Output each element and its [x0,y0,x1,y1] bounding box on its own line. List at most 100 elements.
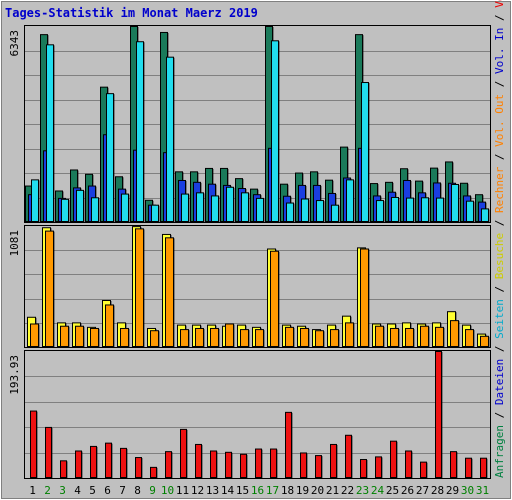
bars [25,26,490,479]
bar-rechner-day-27 [420,325,429,348]
day-label-26: 26 [401,484,414,497]
bar-rechner-day-10 [165,237,174,347]
bar-seiten-day-5 [91,197,99,222]
bar-seiten-day-21 [331,204,339,223]
day-label-3: 3 [59,484,66,497]
bar-seiten-day-9 [151,204,159,223]
day-label-21: 21 [326,484,339,497]
bar-volumen-day-16 [255,448,262,479]
panel-frame-requests [24,25,491,223]
bar-volumen-day-8 [135,457,142,478]
legend-segment: / [493,213,506,233]
bar-volumen-day-10 [165,451,172,479]
bar-seiten-day-7 [121,193,129,222]
legend-segment: Anfragen [493,425,506,478]
day-label-7: 7 [119,484,126,497]
legend-segment: Besuche [493,233,506,279]
bar-volumen-day-26 [405,450,412,479]
day-label-23: 23 [356,484,369,497]
bar-seiten-day-16 [256,197,264,223]
bar-rechner-day-7 [120,327,129,347]
bar-seiten-day-17 [271,40,279,222]
bar-rechner-day-26 [405,327,414,347]
bar-seiten-day-8 [136,41,144,223]
bar-rechner-day-25 [390,327,399,347]
bar-rechner-day-1 [30,323,39,347]
day-labels: 1 2 3 4 5 6 7 8 9 10 11 12 13 14 15 16 17 18 19 20 21 22 23 24 2… [29,484,489,497]
chart-title: Tages-Statistik im Monat Maerz 2019 [5,6,258,20]
bar-rechner-day-19 [300,327,309,347]
bar-seiten-day-26 [406,197,414,222]
bar-volumen-day-1 [30,410,37,478]
bar-seiten-day-18 [286,202,294,222]
legend-right: Anfragen / Dateien / Seiten / Besuche / … [493,0,506,478]
day-label-22: 22 [341,484,354,497]
bar-rechner-day-13 [210,327,219,347]
day-label-1: 1 [29,484,36,497]
bar-volumen-day-22 [345,434,352,479]
ymax-label-requests: 6343 [8,30,21,57]
bar-volumen-day-19 [300,452,307,479]
bar-seiten-day-1 [31,179,39,222]
bar-volumen-day-13 [210,450,217,479]
day-label-30: 30 [461,484,474,497]
legend-segment: / [493,74,506,94]
bar-seiten-day-27 [421,197,429,222]
day-label-13: 13 [206,484,219,497]
bar-seiten-day-24 [376,200,384,222]
bar-volumen-day-31 [480,457,487,478]
day-label-19: 19 [296,484,309,497]
bar-volumen-day-17 [270,448,277,479]
panel-frame-volume [24,350,491,479]
bar-volumen-day-24 [375,456,382,478]
day-label-11: 11 [176,484,189,497]
legend-segment: Dateien [493,359,506,405]
bar-rechner-day-4 [75,325,84,348]
bar-rechner-day-24 [375,325,384,348]
bar-rechner-day-3 [60,325,69,348]
bar-volumen-day-28 [435,351,442,478]
bar-volumen-day-21 [330,443,337,478]
bar-seiten-day-30 [466,200,474,223]
day-label-15: 15 [236,484,249,497]
bar-seiten-day-15 [241,192,249,222]
ymax-label-volume: 193.93 [8,355,21,395]
bar-seiten-day-3 [61,198,69,222]
bar-rechner-day-22 [345,322,354,348]
panel-frames [24,25,491,479]
legend-segment: / [493,405,506,425]
legend-segment: Vol. In [493,28,506,74]
legend-segment: / [493,8,506,28]
bar-volumen-day-9 [150,466,157,479]
day-label-5: 5 [89,484,96,497]
day-label-18: 18 [281,484,294,497]
bar-rechner-day-31 [480,335,489,348]
bar-rechner-day-5 [90,327,99,347]
bar-seiten-day-23 [361,82,369,223]
bar-rechner-day-29 [450,320,459,348]
bar-seiten-day-6 [106,93,114,222]
bar-rechner-day-16 [255,329,264,348]
bar-seiten-day-20 [316,200,324,222]
day-label-28: 28 [431,484,444,497]
day-label-16: 16 [251,484,264,497]
bar-volumen-day-30 [465,457,472,478]
bar-volumen-day-20 [315,455,322,478]
bar-seiten-day-25 [391,196,399,223]
legend-segment: Seiten [493,299,506,339]
bar-rechner-day-9 [150,330,159,348]
legend-segment: / [493,147,506,167]
day-label-10: 10 [161,484,174,497]
bar-rechner-day-6 [105,304,114,347]
legend-segment: Vol. Out [493,94,506,147]
bar-rechner-day-30 [465,329,474,348]
bar-rechner-day-23 [360,248,369,347]
bar-rechner-day-20 [315,330,324,348]
bar-volumen-day-15 [240,453,247,478]
bar-rechner-day-11 [180,329,189,348]
bar-rechner-day-21 [330,329,339,348]
bar-seiten-day-22 [346,179,354,222]
bar-rechner-day-28 [435,326,444,347]
